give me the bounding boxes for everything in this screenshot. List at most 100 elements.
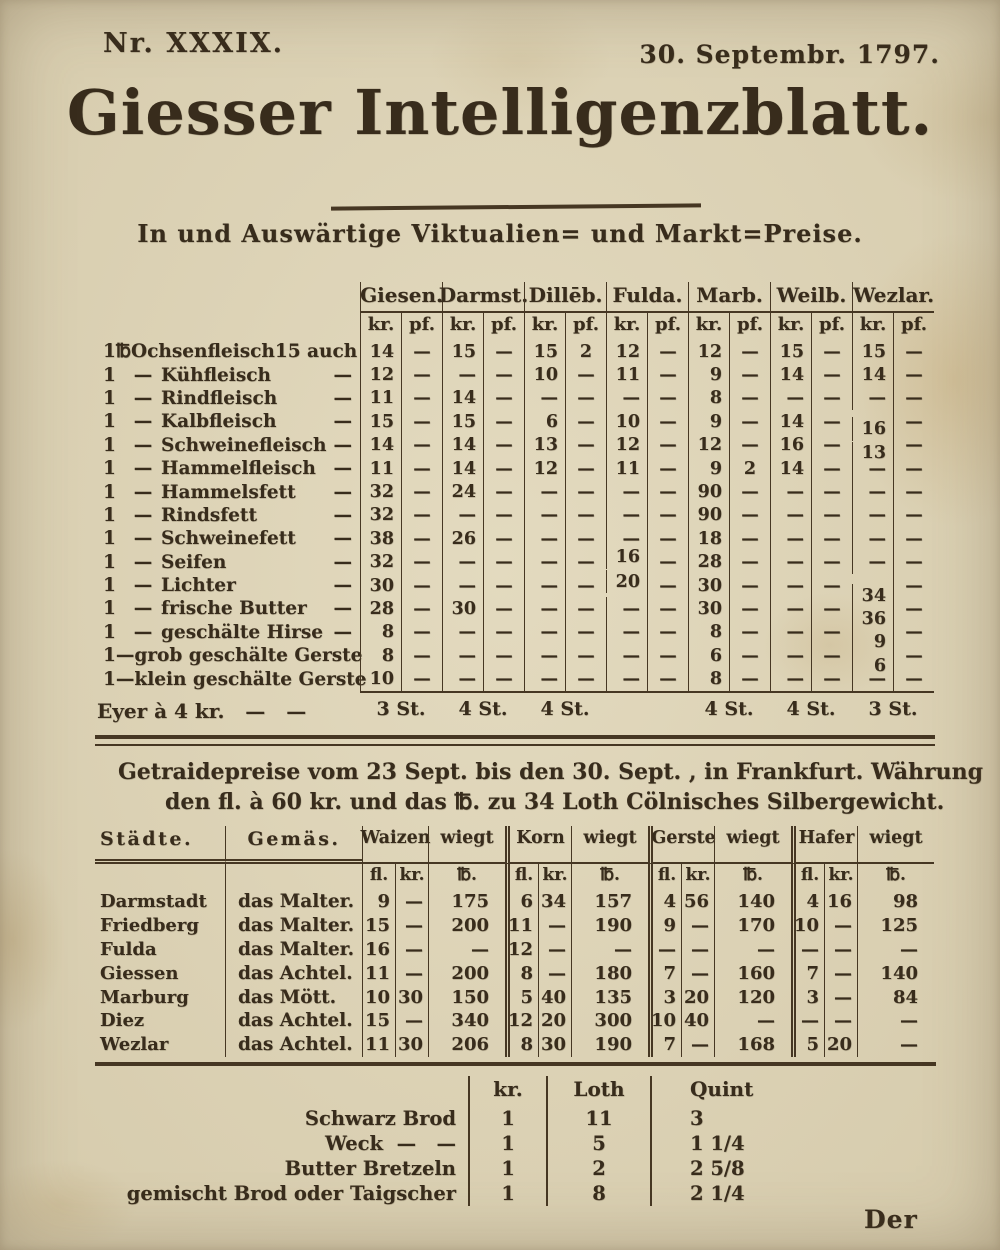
price-cell: 11: [360, 456, 401, 481]
price-cell: —: [606, 644, 647, 668]
commodity-qty: 1: [103, 364, 116, 386]
unit-header: pf.: [647, 313, 688, 340]
commodity-label: 1 — Kalbfleisch —: [95, 410, 360, 433]
price-cell: —: [770, 386, 811, 411]
price-cell: —: [442, 573, 483, 598]
grain-value: 12: [505, 937, 538, 962]
grain-city: Wezlar: [100, 1034, 169, 1056]
grain-value: —: [395, 913, 428, 938]
price-cell: 24: [442, 480, 483, 504]
grain-value: 140: [857, 961, 934, 986]
price-cell: —: [524, 573, 565, 598]
grain-value: 12: [505, 1008, 538, 1033]
grain-price-table: Städte. Gemäs. Waizen wiegt Korn wiegt Gerste w…: [95, 826, 934, 1057]
price-cell: —: [401, 363, 442, 387]
grain-header-2: Gerste: [648, 826, 716, 864]
grain-value: 20: [681, 985, 714, 1009]
commodity-name: Kühfleisch: [161, 364, 271, 386]
price-table-corner: [95, 282, 360, 313]
commodity-qty: 1: [103, 551, 116, 573]
price-cell: 15: [442, 340, 483, 364]
price-cell: —: [647, 527, 688, 551]
commodity-unit: —: [133, 411, 153, 433]
price-cell: —: [606, 480, 647, 504]
price-cell: —: [852, 386, 893, 411]
price-cell: —: [811, 527, 852, 551]
unit-header: kr.: [442, 313, 483, 340]
price-cell: —: [893, 480, 934, 504]
price-cell: —: [442, 550, 483, 574]
grain-value: —: [395, 890, 428, 914]
price-cell: —: [565, 480, 606, 504]
commodity-suffix: —: [333, 387, 353, 409]
commodity-unit: —: [133, 621, 153, 643]
grain-value: —: [571, 937, 648, 962]
price-cell: 9: [688, 456, 729, 481]
commodity-unit: —: [115, 645, 135, 667]
bread-corner: [130, 1076, 468, 1106]
grain-value: —: [395, 937, 428, 962]
price-cell: —: [811, 363, 852, 387]
price-cell: —: [893, 410, 934, 434]
price-cell: —: [729, 620, 770, 645]
price-cell: —: [565, 386, 606, 411]
commodity-name: Rindsfett: [161, 504, 258, 526]
price-cell: —: [811, 644, 852, 668]
grain-value: 3: [791, 985, 824, 1009]
grain-value: 20: [538, 1008, 571, 1033]
price-cell: —: [770, 597, 811, 621]
grain-value: 160: [714, 961, 791, 986]
grain-value: —: [428, 937, 505, 962]
grain-value: —: [857, 1032, 934, 1057]
eggs-stueck-cell-2: 4 St.: [524, 690, 606, 731]
price-cell: —: [770, 573, 811, 598]
grain-value: 340: [428, 1008, 505, 1033]
grain-value: —: [791, 1008, 824, 1033]
subunit-header: fl.: [505, 864, 538, 890]
bread-value: 1: [468, 1181, 546, 1206]
issue-date: 30. Septembr. 1797.: [639, 40, 940, 69]
grain-value: 7: [648, 1032, 681, 1057]
gemaes-header: Gemäs.: [225, 826, 362, 864]
price-cell: —: [811, 480, 852, 504]
grain-value: 10: [362, 985, 395, 1009]
price-cell: —: [483, 363, 524, 387]
bread-value: 2 5/8: [650, 1156, 770, 1181]
price-cell: —: [401, 410, 442, 434]
price-cell: 15: [770, 340, 811, 364]
price-cell: —: [524, 667, 565, 691]
commodity-name: Schweinefett: [161, 528, 296, 550]
price-cell: —: [893, 456, 934, 481]
price-cell: —: [401, 550, 442, 574]
price-cell: 18: [688, 527, 729, 551]
bread-header-0: kr.: [468, 1076, 546, 1106]
price-cell: 10: [524, 363, 565, 387]
price-cell: 14: [442, 433, 483, 457]
subunit-header: fl.: [648, 864, 681, 890]
bread-label: Butter Bretzeln: [284, 1157, 456, 1180]
unit-header: kr.: [360, 313, 401, 340]
grain-value: 168: [714, 1032, 791, 1057]
price-cell: 14: [770, 363, 811, 387]
price-cell: —: [401, 667, 442, 691]
subunit-spacer-measure: [225, 864, 362, 890]
price-cell: —: [524, 480, 565, 504]
price-cell: 14: [360, 340, 401, 364]
subunit-header: ℔.: [571, 864, 648, 890]
bread-value: 2: [546, 1156, 650, 1181]
commodity-label: 1 ℔ Ochsenfleisch 15 auch: [95, 340, 360, 363]
price-cell: —: [893, 644, 934, 668]
grain-value: 34: [538, 890, 571, 914]
commodity-unit: —: [133, 434, 153, 456]
price-cell: —: [606, 386, 647, 411]
commodity-qty: 1: [103, 434, 116, 456]
price-cell: —: [729, 363, 770, 387]
price-cell: —: [483, 527, 524, 551]
commodity-name: grob geschälte Gerste: [134, 645, 363, 667]
grain-value: 11: [362, 1032, 395, 1057]
grain-city: Friedberg: [100, 915, 199, 937]
price-cell: 6: [688, 644, 729, 668]
wiegt-header: wiegt: [857, 826, 934, 864]
unit-header: pf.: [811, 313, 852, 340]
